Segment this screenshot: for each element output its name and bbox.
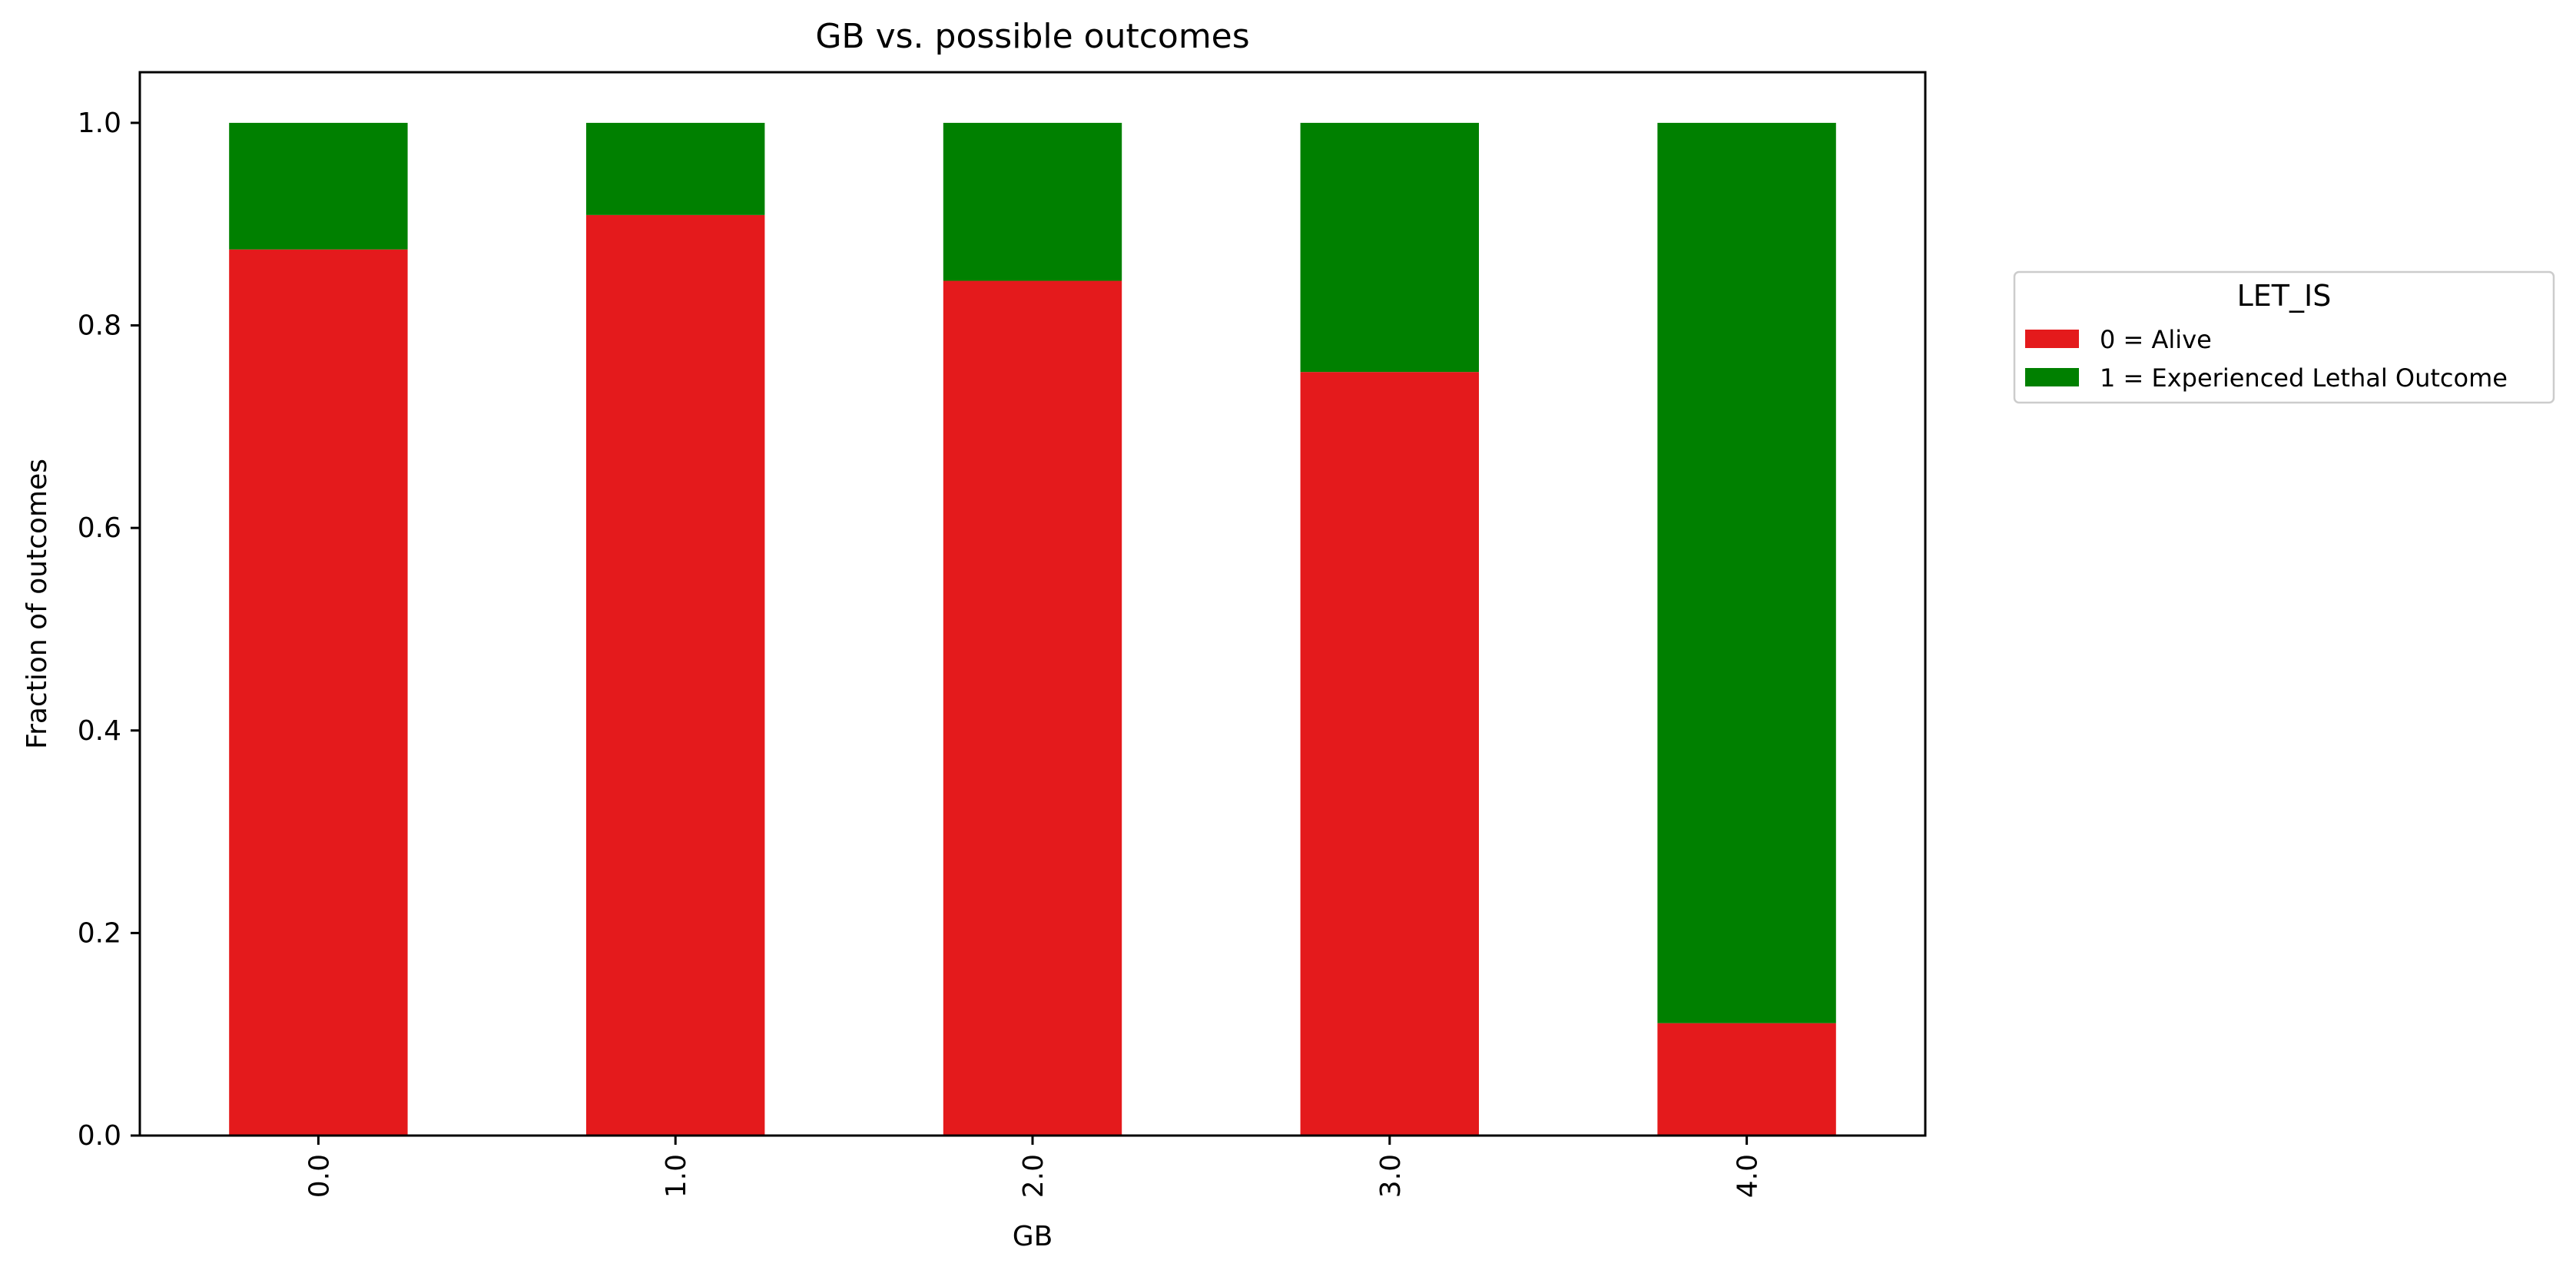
bar-lethal-outcome-3.0	[1300, 122, 1479, 373]
chart-title: GB vs. possible outcomes	[815, 17, 1249, 56]
bar-alive-0.0	[229, 249, 408, 1136]
legend-label-alive: 0 = Alive	[2100, 325, 2212, 354]
bars-layer	[229, 122, 1836, 1136]
legend-frame	[2013, 270, 2555, 404]
bar-alive-3.0	[1300, 372, 1479, 1136]
y-tick-label: 0.8	[78, 310, 121, 342]
legend-swatch-lethal-outcome	[2025, 368, 2079, 386]
y-tick-label: 0.4	[78, 715, 121, 747]
y-axis-label: Fraction of outcomes	[22, 459, 53, 749]
bar-alive-4.0	[1657, 1023, 1836, 1136]
x-tick-label: 4.0	[1732, 1154, 1764, 1198]
y-axis: 0.0 0.2 0.4 0.6 0.8 1.0	[78, 108, 140, 1152]
bar-lethal-outcome-2.0	[943, 122, 1122, 281]
legend: LET_IS 0 = Alive 1 = Experienced Lethal …	[2013, 270, 2555, 404]
x-tick-label: 2.0	[1018, 1154, 1049, 1198]
bar-lethal-outcome-1.0	[586, 122, 765, 215]
y-tick-label: 1.0	[78, 108, 121, 139]
bar-lethal-outcome-0.0	[229, 122, 408, 250]
x-tick-label: 1.0	[661, 1154, 692, 1198]
legend-swatch-alive	[2025, 330, 2079, 348]
legend-title: LET_IS	[2237, 279, 2332, 313]
x-tick-label: 0.0	[303, 1154, 335, 1198]
x-axis: 0.0 1.0 2.0 3.0 4.0	[303, 1136, 1764, 1198]
x-axis-label: GB	[1013, 1221, 1053, 1252]
x-tick-label: 3.0	[1375, 1154, 1407, 1198]
y-tick-label: 0.6	[78, 512, 121, 544]
bar-alive-1.0	[586, 214, 765, 1136]
bar-alive-2.0	[943, 280, 1122, 1136]
y-tick-label: 0.0	[78, 1120, 121, 1152]
bar-lethal-outcome-4.0	[1657, 122, 1836, 1023]
y-tick-label: 0.2	[78, 917, 121, 949]
legend-label-lethal-outcome: 1 = Experienced Lethal Outcome	[2100, 363, 2508, 393]
